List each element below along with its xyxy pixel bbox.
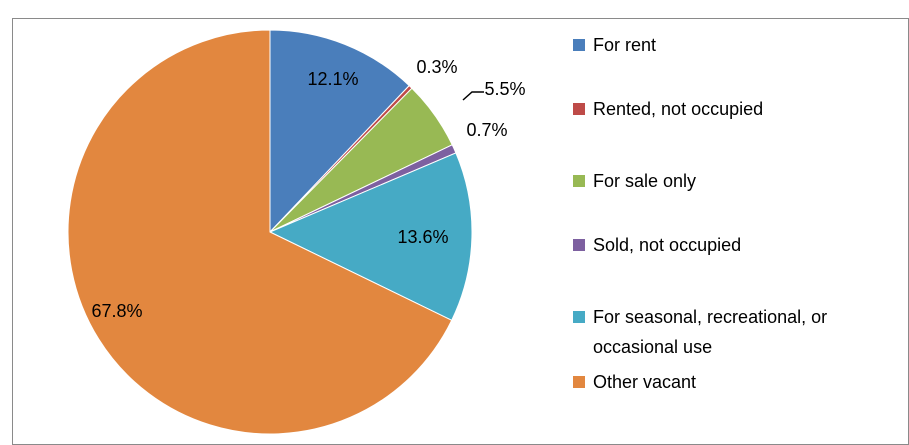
data-label: 0.7% [466,120,507,140]
legend-swatch [573,239,585,251]
pie-slice [269,29,410,234]
data-label: 13.6% [397,227,448,247]
legend-item: For seasonal, recreational, or occasiona… [573,302,853,362]
legend-label: Sold, not occupied [593,235,742,255]
legend-label: For rent [593,35,657,55]
data-label: 12.1% [307,69,358,89]
legend-label: Rented, not occupied [593,99,764,119]
legend-swatch [573,175,585,187]
data-label: 5.5% [484,79,525,99]
data-label: 0.3% [416,57,457,77]
legend-label: Other vacant [593,372,697,392]
pie-slice [268,152,473,321]
legend-swatch [573,311,585,323]
leader-line [462,91,484,101]
legend-item: Rented, not occupied [573,94,853,124]
legend-label: For seasonal, recreational, or occasiona… [593,307,828,357]
legend-item: For rent [573,30,853,60]
legend-item: Sold, not occupied [573,230,853,260]
legend-swatch [573,376,585,388]
legend-item: For sale only [573,166,853,196]
legend-item: Other vacant [573,367,853,397]
legend-swatch [573,103,585,115]
legend-swatch [573,39,585,51]
pie-slice [67,29,453,435]
data-label: 67.8% [91,301,142,321]
legend-label: For sale only [593,171,697,191]
